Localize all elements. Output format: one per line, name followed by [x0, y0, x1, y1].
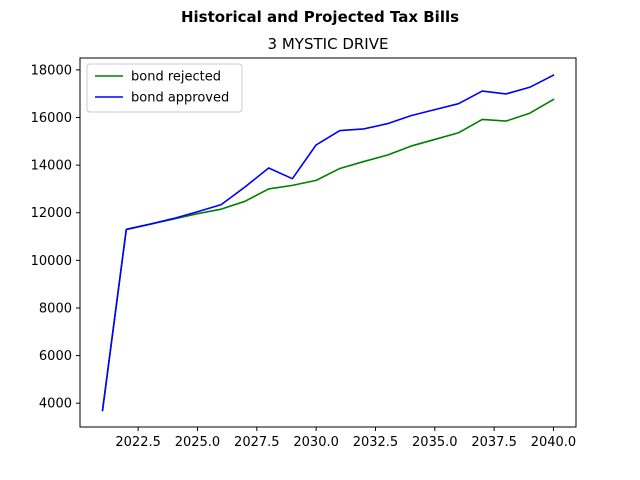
- y-tick-label: 8000: [39, 301, 72, 316]
- y-tick-label: 10000: [31, 254, 72, 269]
- plot-area: 2022.5 2025.0 2027.5 2030.0 2032.5 2035.0 2037…: [31, 57, 577, 450]
- legend-label-1: bond rejected: [131, 70, 221, 85]
- legend-box: [86, 63, 243, 113]
- y-tick-label: 12000: [31, 206, 72, 221]
- chart-subtitle: 3 MYSTIC DRIVE: [268, 35, 389, 53]
- y-tick-label: 14000: [31, 159, 72, 174]
- x-tick-label: 2022.5: [115, 435, 161, 450]
- x-tick-label: 2035.0: [412, 435, 458, 450]
- y-tick-label: 4000: [39, 397, 72, 412]
- x-tick-label: 2027.5: [234, 435, 280, 450]
- x-tick-label: 2037.5: [471, 435, 517, 450]
- y-tick-label: 18000: [31, 63, 72, 78]
- x-tick-label: 2025.0: [175, 435, 221, 450]
- legend-label-2: bond approved: [131, 91, 229, 106]
- series-line-1: [101, 98, 555, 412]
- y-tick-label: 6000: [39, 349, 72, 364]
- axes-frame: [79, 57, 577, 428]
- legend: bond rejected bond approved: [86, 63, 243, 113]
- x-tick-label: 2040.0: [531, 435, 577, 450]
- y-tick-label: 16000: [31, 111, 72, 126]
- series-line-2: [101, 74, 555, 412]
- x-tick-label: 2030.0: [293, 435, 339, 450]
- chart-title: Historical and Projected Tax Bills: [181, 8, 459, 26]
- x-tick-label: 2032.5: [353, 435, 399, 450]
